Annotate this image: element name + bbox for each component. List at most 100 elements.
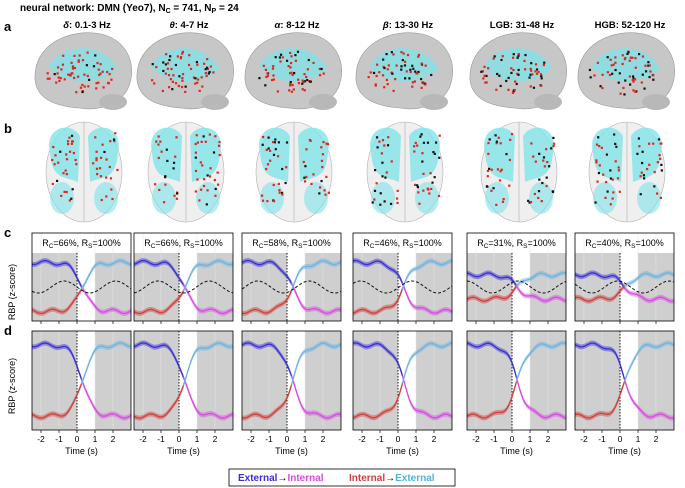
electrode: [297, 78, 300, 81]
electrode: [196, 63, 199, 66]
electrode: [483, 74, 486, 77]
x-tick-label: -2: [37, 434, 45, 444]
electrode: [530, 62, 533, 65]
electrode: [46, 72, 49, 75]
electrode: [600, 146, 603, 149]
electrode: [379, 203, 382, 206]
network-region-left: [370, 127, 401, 182]
int-to-ext-band-0: [353, 286, 403, 316]
int-to-ext-band-1: [402, 258, 452, 292]
electrode: [552, 144, 555, 148]
electrode: [96, 172, 99, 176]
electrode: [274, 138, 277, 141]
electrode: [409, 70, 412, 74]
electrode: [269, 149, 272, 152]
electrode: [653, 170, 656, 174]
cerebellum: [642, 94, 670, 110]
electrode: [524, 68, 527, 71]
electrode: [609, 169, 612, 172]
network-region: [152, 182, 176, 214]
electrode: [85, 64, 88, 67]
ext-to-int-line-0: [31, 342, 83, 380]
electrode: [373, 198, 376, 201]
int-to-ext-line-1: [401, 342, 453, 384]
plot-frame: [31, 330, 132, 431]
ext-to-int-line-1: [182, 377, 234, 419]
electrode: [168, 86, 171, 89]
electrode: [62, 172, 65, 175]
electrode: [69, 74, 72, 77]
electrode: [659, 157, 662, 160]
electrode: [164, 176, 167, 179]
electrode: [618, 190, 621, 193]
electrode: [214, 187, 217, 191]
row-d-plot-2: -2 -1 0 1 2 Time (s): [241, 330, 342, 456]
electrode: [543, 165, 546, 168]
electrode: [157, 143, 160, 146]
ext-to-int-band-1: [624, 376, 674, 421]
electrode: [509, 138, 512, 141]
electrode: [378, 140, 381, 143]
electrode: [306, 78, 309, 82]
electrode: [483, 65, 486, 68]
electrode: [535, 72, 539, 75]
xlabel-5: Time (s): [608, 446, 641, 456]
electrode: [550, 147, 553, 150]
shade-pre: [467, 331, 512, 430]
electrode: [181, 76, 184, 80]
plot-frame: [574, 330, 675, 431]
electrode: [508, 184, 511, 187]
electrode: [258, 77, 261, 80]
legend: External→Internal Internal→External: [228, 468, 456, 487]
electrode: [70, 134, 74, 137]
electrode: [628, 75, 631, 78]
electrode: [392, 89, 395, 93]
x-tick-label: 0: [177, 434, 182, 444]
electrode: [276, 90, 279, 93]
electrode: [420, 133, 423, 136]
electrode: [400, 65, 403, 68]
electrode: [206, 67, 209, 71]
electrode: [512, 68, 515, 72]
electrode: [303, 73, 306, 76]
electrode: [281, 56, 284, 59]
electrode: [552, 142, 556, 145]
ext-to-int-line-0: [574, 342, 626, 380]
baseline-dashed: [31, 280, 132, 294]
electrode: [660, 169, 663, 172]
electrode: [199, 161, 202, 164]
electrode: [499, 170, 502, 173]
electrode: [643, 87, 646, 90]
electrode: [200, 188, 203, 191]
electrode: [110, 188, 113, 191]
electrode: [272, 183, 275, 187]
brain-sagittal-2: [244, 32, 342, 110]
electrode: [60, 194, 63, 198]
electrode: [408, 77, 411, 80]
network-region-right: [298, 127, 329, 182]
electrode: [540, 84, 543, 87]
electrode: [68, 150, 72, 153]
electrode: [391, 72, 394, 75]
electrode: [394, 78, 397, 81]
shade-pre: [575, 253, 620, 321]
ext-to-int-line-0: [133, 342, 185, 378]
electrode: [644, 70, 648, 73]
plot-frame: [466, 330, 567, 431]
ext-to-int-line-0: [466, 342, 518, 378]
electrode: [278, 191, 281, 194]
electrode: [200, 76, 203, 79]
electrode: [94, 136, 97, 139]
electrode: [413, 145, 416, 148]
electrode: [409, 68, 412, 71]
baseline-dashed: [241, 280, 342, 294]
electrode: [495, 88, 498, 91]
electrode: [485, 74, 488, 78]
electrode: [420, 62, 423, 65]
row-d-plot-4: -2 -1 0 1 2 Time (s): [466, 330, 567, 456]
electrode: [528, 201, 531, 204]
electrode: [106, 70, 109, 74]
electrode: [111, 197, 114, 201]
plot-frame: [241, 330, 342, 431]
electrode: [278, 189, 281, 192]
